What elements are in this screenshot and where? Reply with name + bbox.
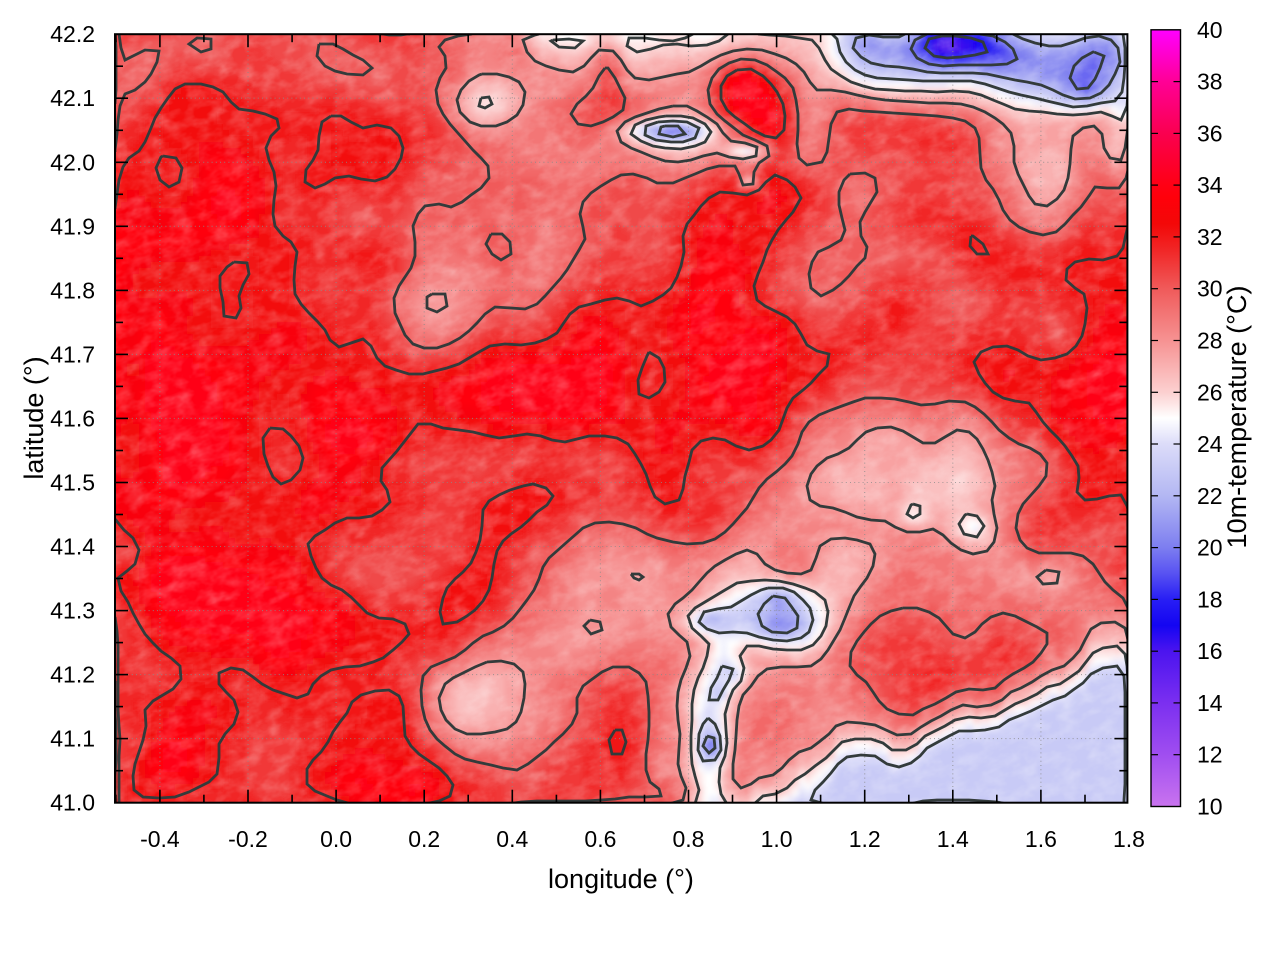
svg-text:10m-temperature (°C): 10m-temperature (°C) [1222, 286, 1252, 549]
svg-text:42.1: 42.1 [50, 85, 95, 111]
svg-text:41.7: 41.7 [50, 341, 95, 367]
svg-text:-0.2: -0.2 [228, 826, 268, 852]
svg-text:28: 28 [1197, 328, 1223, 354]
svg-text:1.6: 1.6 [1025, 826, 1057, 852]
svg-text:42.2: 42.2 [50, 21, 95, 47]
svg-text:-0.4: -0.4 [140, 826, 180, 852]
svg-text:12: 12 [1197, 742, 1223, 768]
svg-text:14: 14 [1197, 690, 1223, 716]
svg-text:1.0: 1.0 [761, 826, 793, 852]
svg-text:32: 32 [1197, 224, 1223, 250]
svg-text:16: 16 [1197, 638, 1223, 664]
svg-text:0.4: 0.4 [496, 826, 528, 852]
svg-text:24: 24 [1197, 431, 1223, 457]
svg-text:1.2: 1.2 [849, 826, 881, 852]
svg-text:1.8: 1.8 [1113, 826, 1145, 852]
svg-text:36: 36 [1197, 120, 1223, 146]
svg-text:latitude (°): latitude (°) [19, 356, 49, 479]
svg-text:10: 10 [1197, 794, 1223, 820]
svg-text:34: 34 [1197, 172, 1223, 198]
svg-text:0.2: 0.2 [408, 826, 440, 852]
svg-text:20: 20 [1197, 535, 1223, 561]
svg-text:0.0: 0.0 [320, 826, 352, 852]
svg-text:41.0: 41.0 [50, 790, 95, 816]
svg-text:41.8: 41.8 [50, 277, 95, 303]
svg-text:1.4: 1.4 [937, 826, 969, 852]
svg-text:41.5: 41.5 [50, 470, 95, 496]
svg-text:38: 38 [1197, 69, 1223, 95]
svg-text:41.2: 41.2 [50, 662, 95, 688]
svg-text:26: 26 [1197, 379, 1223, 405]
svg-text:41.4: 41.4 [50, 534, 95, 560]
svg-text:41.3: 41.3 [50, 598, 95, 624]
svg-text:30: 30 [1197, 276, 1223, 302]
svg-text:41.9: 41.9 [50, 213, 95, 239]
svg-text:42.0: 42.0 [50, 149, 95, 175]
svg-text:18: 18 [1197, 586, 1223, 612]
svg-text:22: 22 [1197, 483, 1223, 509]
svg-text:0.6: 0.6 [584, 826, 616, 852]
svg-text:0.8: 0.8 [673, 826, 705, 852]
svg-text:41.6: 41.6 [50, 405, 95, 431]
svg-text:longitude (°): longitude (°) [548, 864, 694, 894]
svg-text:41.1: 41.1 [50, 726, 95, 752]
svg-text:40: 40 [1197, 17, 1223, 43]
